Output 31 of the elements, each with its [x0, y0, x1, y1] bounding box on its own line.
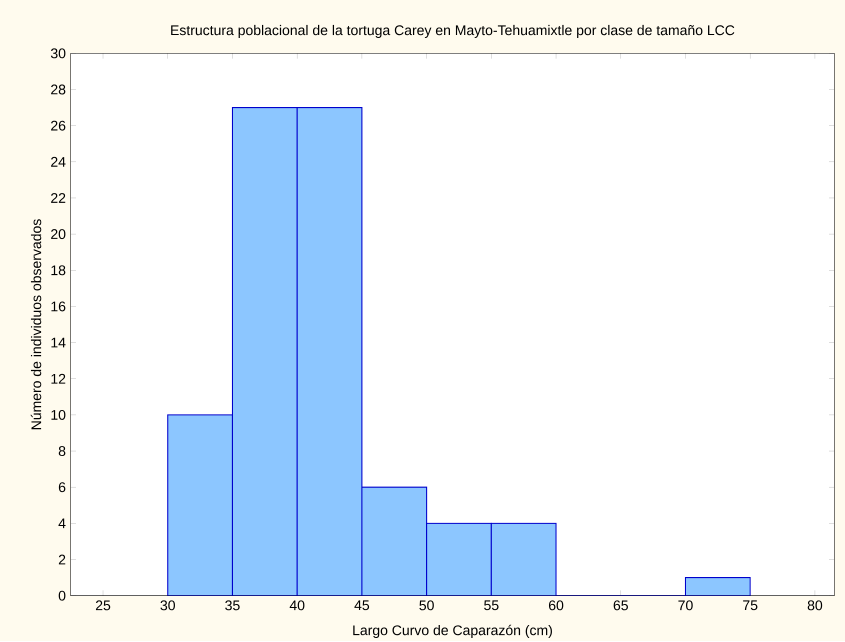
y-tick-label: 10	[51, 410, 66, 420]
x-axis-title: Largo Curvo de Caparazón (cm)	[353, 624, 552, 638]
x-tick-label: 25	[96, 600, 110, 610]
y-tick-label: 24	[51, 156, 66, 166]
x-tick-label: 65	[614, 600, 628, 610]
y-tick-label: 12	[51, 374, 66, 384]
x-tick-label: 80	[808, 600, 822, 610]
y-tick-label: 6	[58, 482, 66, 492]
y-tick-label: 18	[51, 265, 66, 276]
x-tick-label: 35	[225, 600, 240, 610]
y-tick-label: 0	[58, 590, 66, 600]
x-tick-label: 70	[678, 600, 693, 610]
x-tick-label: 30	[160, 600, 175, 610]
y-tick-label: 30	[50, 48, 66, 58]
y-tick-label: 2	[58, 554, 66, 564]
y-tick-label: 28	[51, 84, 66, 94]
chart-title: Estructura poblacional de la tortuga Carey en Mayto-Tehuamixtle por clase de tamaño LCC	[171, 24, 734, 38]
x-tick-label: 50	[419, 600, 434, 610]
x-tick-label: 45	[354, 600, 370, 610]
x-tick-label: 75	[743, 600, 758, 610]
x-tick-label: 40	[290, 600, 304, 610]
y-tick-label: 26	[51, 120, 66, 130]
x-tick-label: 55	[484, 600, 499, 610]
y-tick-label: 8	[58, 446, 66, 456]
y-tick-label: 22	[51, 192, 66, 203]
y-tick-label: 20	[51, 228, 66, 239]
y-tick-label: 4	[58, 518, 66, 528]
y-tick-label: 14	[51, 338, 66, 348]
x-tick-label: 60	[548, 600, 564, 610]
y-tick-label: 16	[51, 301, 66, 312]
y-axis-title: Número de individuos observados	[30, 219, 42, 429]
